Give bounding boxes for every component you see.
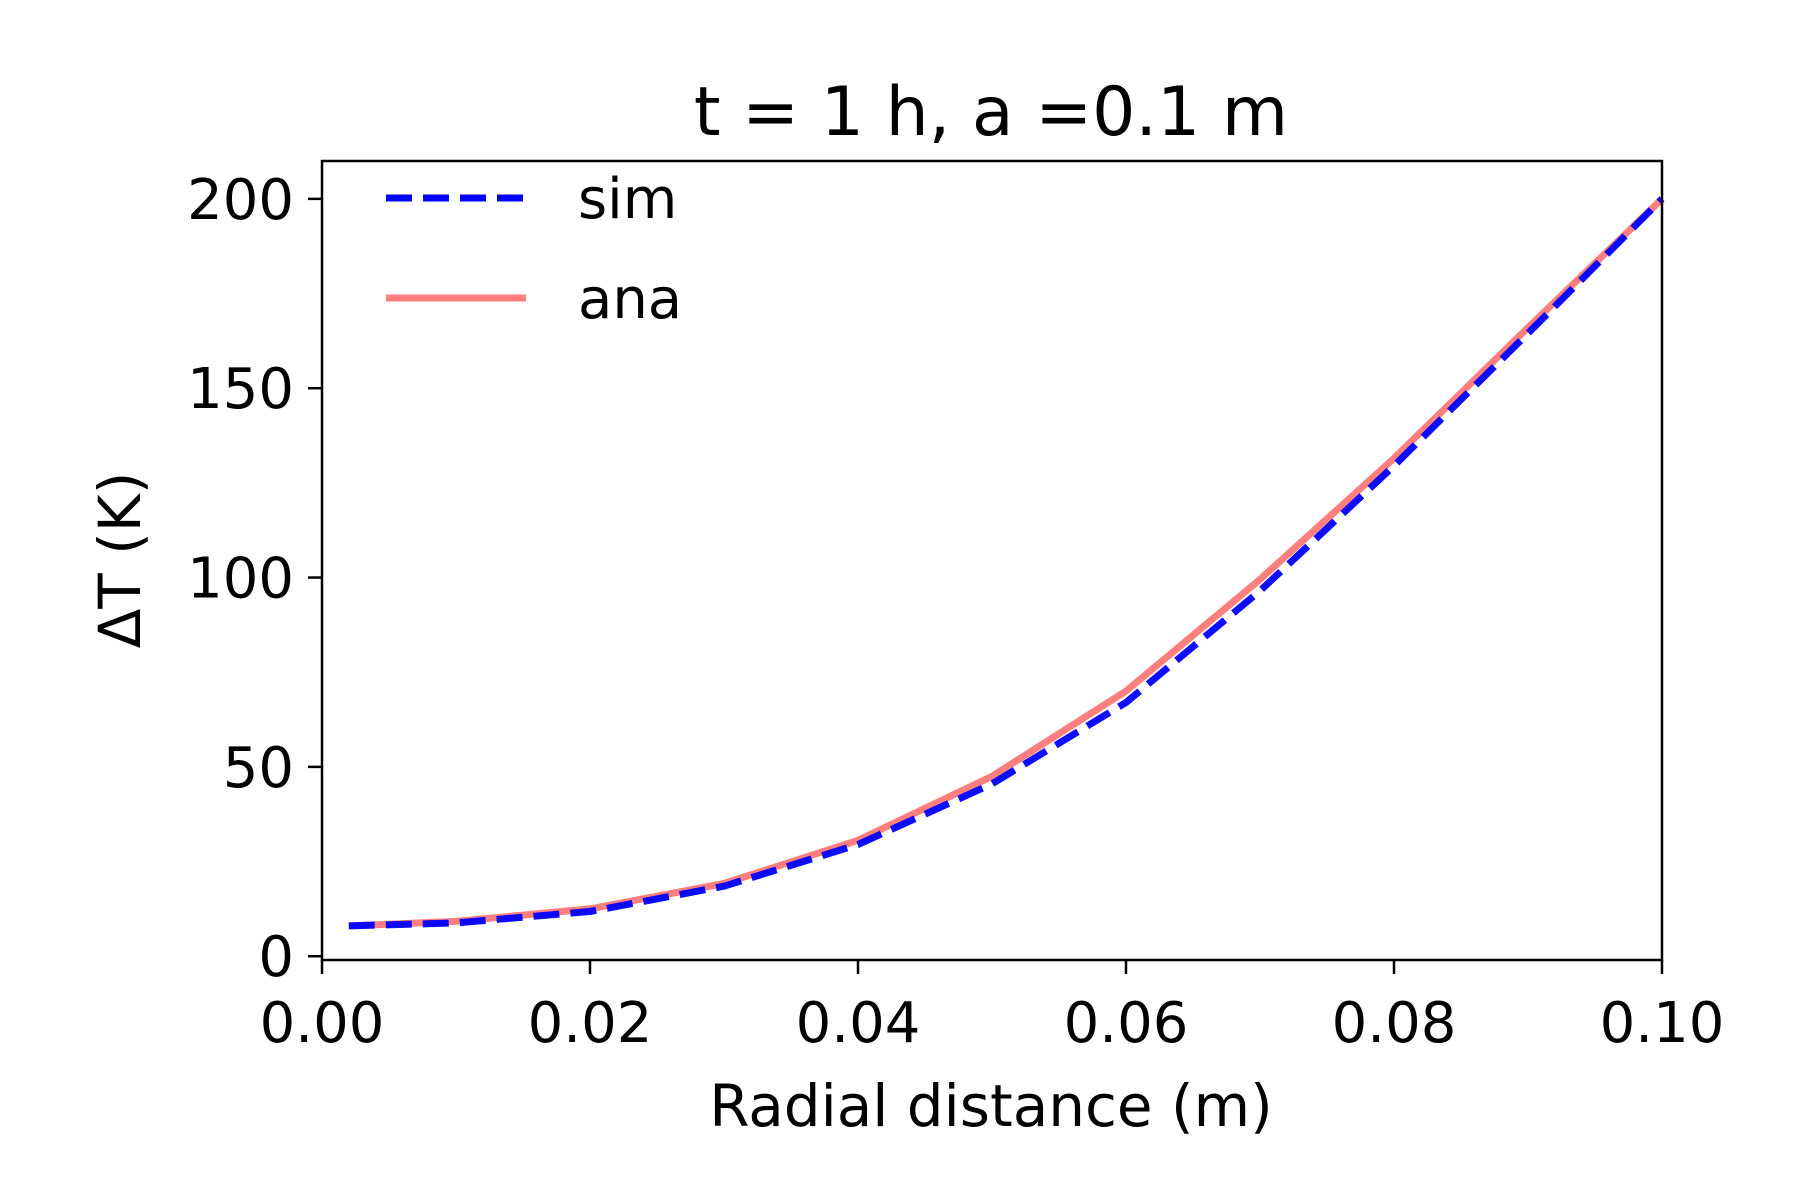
x-axis-label: Radial distance (m) [709,1072,1273,1140]
x-tick-label-1: 0.02 [528,991,653,1056]
series-lines [348,196,1665,930]
y-axis-label: ΔT (K) [86,472,154,649]
x-tick-label-3: 0.06 [1064,991,1189,1056]
legend-label-sim: sim [578,167,677,232]
plot-frame [320,159,1664,962]
x-ticks: 0.00 0.02 0.04 0.06 0.08 0.10 [260,960,1725,1056]
x-tick-label-0: 0.00 [260,991,385,1056]
y-tick-label-1: 50 [223,736,294,801]
y-tick-label-0: 0 [258,925,294,990]
x-tick-label-2: 0.04 [796,991,921,1056]
x-tick-label-5: 0.10 [1600,991,1725,1056]
series-line-sim [348,196,1665,930]
legend: sim ana [386,167,682,332]
y-tick-label-2: 100 [187,547,294,612]
y-tick-label-3: 150 [187,357,294,422]
legend-label-ana: ana [578,267,682,332]
y-axis-label-group: ΔT (K) [86,472,154,649]
x-tick-label-4: 0.08 [1332,991,1457,1056]
chart-title: t = 1 h, a =0.1 m [694,73,1288,152]
y-tick-label-4: 200 [187,168,294,233]
y-ticks: 0 50 100 150 200 [187,168,322,990]
